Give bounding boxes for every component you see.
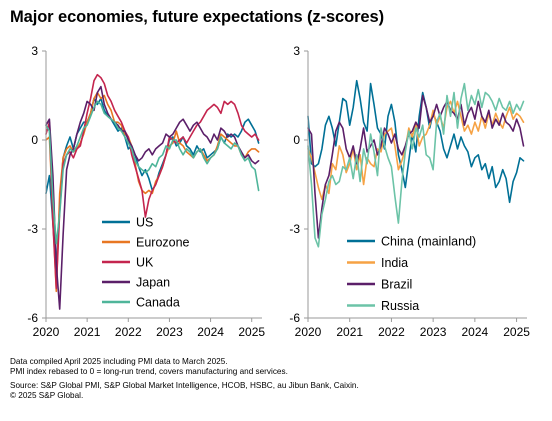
x-tick-label: 2024 (462, 325, 489, 339)
footnote-rebased: PMI index rebased to 0 = long-run trend,… (10, 367, 288, 377)
legend-label-russia: Russia (381, 299, 419, 313)
x-tick-label: 2025 (238, 325, 265, 339)
x-tick-label: 2023 (420, 325, 447, 339)
footnote-copyright: © 2025 S&P Global. (10, 390, 84, 400)
series-line-japan (45, 85, 260, 310)
x-tick-label: 2021 (336, 325, 363, 339)
y-tick-label: 0 (293, 133, 300, 147)
series-line-china-mainland (307, 79, 525, 204)
legend-label-japan: Japan (136, 276, 170, 290)
x-tick-label: 2024 (197, 325, 224, 339)
series-line-brazil (307, 94, 525, 239)
x-tick-label: 2025 (503, 325, 530, 339)
x-tick-label: 2020 (33, 325, 60, 339)
series-line-canada (45, 100, 260, 245)
legend-label-brazil: Brazil (381, 278, 412, 292)
y-tick-label: -3 (27, 222, 38, 236)
y-tick-label: -6 (27, 311, 38, 325)
legend-label-eurozone: Eurozone (136, 236, 190, 250)
footnote-source: Source: S&P Global PMI, S&P Global Marke… (10, 380, 359, 390)
legend-label-us: US (136, 216, 153, 230)
y-tick-label: 3 (31, 44, 38, 58)
y-tick-label: 0 (31, 133, 38, 147)
legend-label-india: India (381, 256, 408, 270)
footnote-data-compiled: Data compiled April 2025 including PMI d… (10, 357, 228, 366)
y-tick-label: -6 (289, 311, 300, 325)
x-tick-label: 2022 (115, 325, 142, 339)
x-tick-label: 2023 (156, 325, 183, 339)
series-line-russia (307, 82, 525, 248)
x-tick-label: 2020 (295, 325, 322, 339)
chart-title: Major economies, future expectations (z-… (10, 8, 384, 26)
footnotes: Data compiled April 2025 including PMI d… (10, 357, 359, 401)
x-tick-label: 2022 (378, 325, 405, 339)
y-tick-label: 3 (293, 44, 300, 58)
y-tick-label: -3 (289, 222, 300, 236)
legend-label-canada: Canada (136, 296, 180, 310)
x-tick-label: 2021 (74, 325, 101, 339)
legend-label-uk: UK (136, 256, 154, 270)
series-line-uk (45, 73, 260, 290)
legend-label-china-mainland: China (mainland) (381, 235, 476, 249)
